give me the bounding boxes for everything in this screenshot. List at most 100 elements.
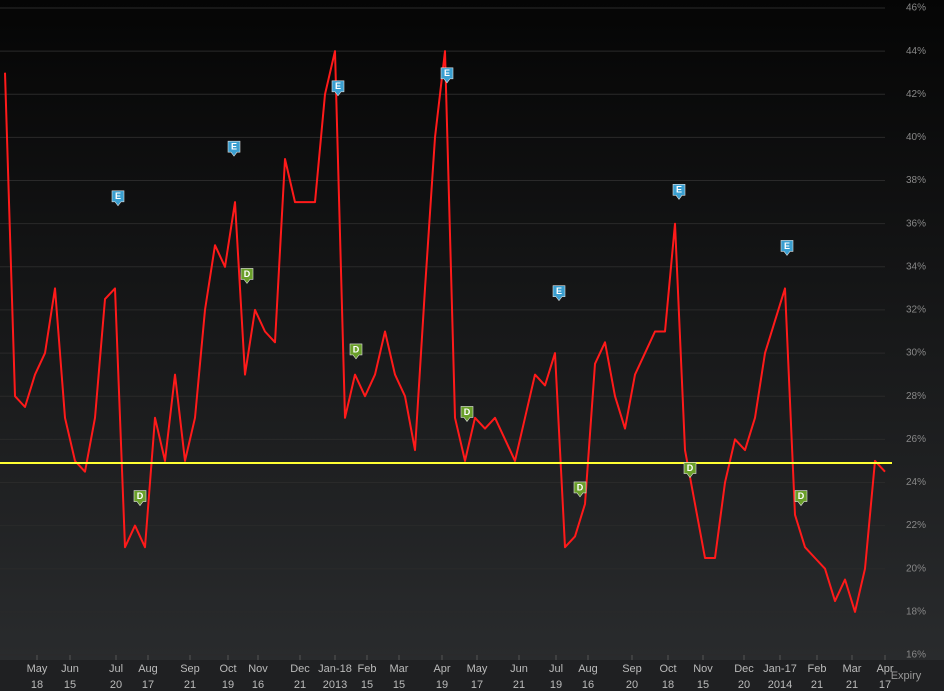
x-tick-sublabel: 2013 (323, 679, 347, 691)
x-tick-sublabel: 21 (811, 679, 823, 691)
event-marker: E (227, 140, 241, 157)
x-tick-sublabel: 21 (184, 679, 196, 691)
x-tick-label: Jun (510, 663, 528, 675)
event-label: D (577, 482, 584, 492)
x-axis-band (0, 660, 944, 691)
event-marker: E (440, 67, 454, 84)
x-tick-sublabel: 19 (222, 679, 234, 691)
y-tick-label: 46% (906, 3, 926, 14)
event-label: D (244, 269, 251, 279)
event-marker: E (672, 184, 686, 200)
x-tick-sublabel: 15 (697, 679, 709, 691)
event-badge (111, 190, 125, 207)
x-tick-sublabel: 18 (662, 679, 674, 691)
y-tick-label: 32% (906, 305, 926, 316)
x-tick-sublabel: 20 (738, 679, 750, 691)
x-tick-sublabel: 17 (471, 679, 483, 691)
x-tick-sublabel: 19 (550, 679, 562, 691)
x-tick-label: Sep (622, 663, 642, 675)
event-marker: E (780, 240, 794, 256)
event-badge (460, 406, 474, 422)
event-badge (672, 184, 686, 200)
x-tick-label: Oct (659, 663, 676, 675)
x-tick-sublabel: 21 (513, 679, 525, 691)
x-tick-label: Sep (180, 663, 200, 675)
x-axis-label: Expiry (891, 670, 922, 682)
event-marker: E (111, 190, 125, 207)
x-tick-label: May (467, 663, 488, 675)
x-tick-label: Mar (843, 663, 862, 675)
event-marker: D (240, 268, 254, 284)
event-marker: D (794, 490, 808, 507)
event-badge (349, 343, 363, 360)
x-tick-label: Dec (290, 663, 310, 675)
event-label: E (115, 191, 121, 201)
line (4, 50, 886, 613)
y-tick-label: 22% (906, 520, 926, 531)
x-tick-label: Jun (61, 663, 79, 675)
event-marker: D (683, 462, 697, 479)
event-label: D (798, 491, 805, 501)
x-tick-sublabel: 15 (361, 679, 373, 691)
x-tick-sublabel: 16 (252, 679, 264, 691)
event-badge (573, 481, 587, 498)
y-tick-label: 24% (906, 477, 926, 488)
event-badge (780, 240, 794, 256)
y-tick-label: 30% (906, 348, 926, 359)
y-tick-label: 26% (906, 434, 926, 445)
y-tick-label: 16% (906, 650, 926, 661)
x-tick-sublabel: 15 (393, 679, 405, 691)
event-label: D (353, 344, 360, 354)
x-tick-label: Nov (248, 663, 268, 675)
x-tick-sublabel: 16 (582, 679, 594, 691)
event-label: E (676, 185, 682, 195)
event-label: D (137, 491, 144, 501)
event-marker: E (331, 80, 345, 97)
x-tick-label: Aug (578, 663, 598, 675)
x-tick-sublabel: 19 (436, 679, 448, 691)
x-tick-sublabel: 18 (31, 679, 43, 691)
x-tick-label: Nov (693, 663, 713, 675)
event-badge (440, 67, 454, 84)
x-tick-label: Jan-18 (318, 663, 352, 675)
event-badge (683, 462, 697, 479)
event-label: E (784, 241, 790, 251)
event-badge (227, 140, 241, 157)
x-tick-label: Feb (358, 663, 377, 675)
x-tick-sublabel: 20 (110, 679, 122, 691)
x-tick-label: Apr (876, 663, 893, 675)
event-badge (133, 490, 147, 507)
x-tick-sublabel: 17 (142, 679, 154, 691)
event-marker: D (460, 406, 474, 422)
x-tick-label: Oct (219, 663, 236, 675)
x-tick-label: Feb (808, 663, 827, 675)
event-marker: D (133, 490, 147, 507)
event-label: D (687, 463, 694, 473)
x-tick-sublabel: 17 (879, 679, 891, 691)
x-tick-sublabel: 20 (626, 679, 638, 691)
event-marker: D (349, 343, 363, 360)
y-tick-label: 20% (906, 563, 926, 574)
event-label: D (464, 407, 471, 417)
x-tick-label: May (27, 663, 48, 675)
x-tick-sublabel: 21 (294, 679, 306, 691)
y-tick-label: 18% (906, 607, 926, 618)
x-tick-label: Jul (549, 663, 563, 675)
event-label: E (444, 68, 450, 78)
y-tick-label: 38% (906, 175, 926, 186)
y-tick-label: 28% (906, 391, 926, 402)
event-marker: D (573, 481, 587, 498)
x-tick-label: Jul (109, 663, 123, 675)
y-tick-label: 36% (906, 218, 926, 229)
event-badge (331, 80, 345, 97)
event-badge (794, 490, 808, 507)
event-label: E (335, 81, 341, 91)
x-tick-label: Dec (734, 663, 754, 675)
event-badge (240, 268, 254, 284)
y-tick-label: 34% (906, 261, 926, 272)
event-badge (552, 285, 566, 302)
x-tick-sublabel: 2014 (768, 679, 792, 691)
x-tick-sublabel: 15 (64, 679, 76, 691)
